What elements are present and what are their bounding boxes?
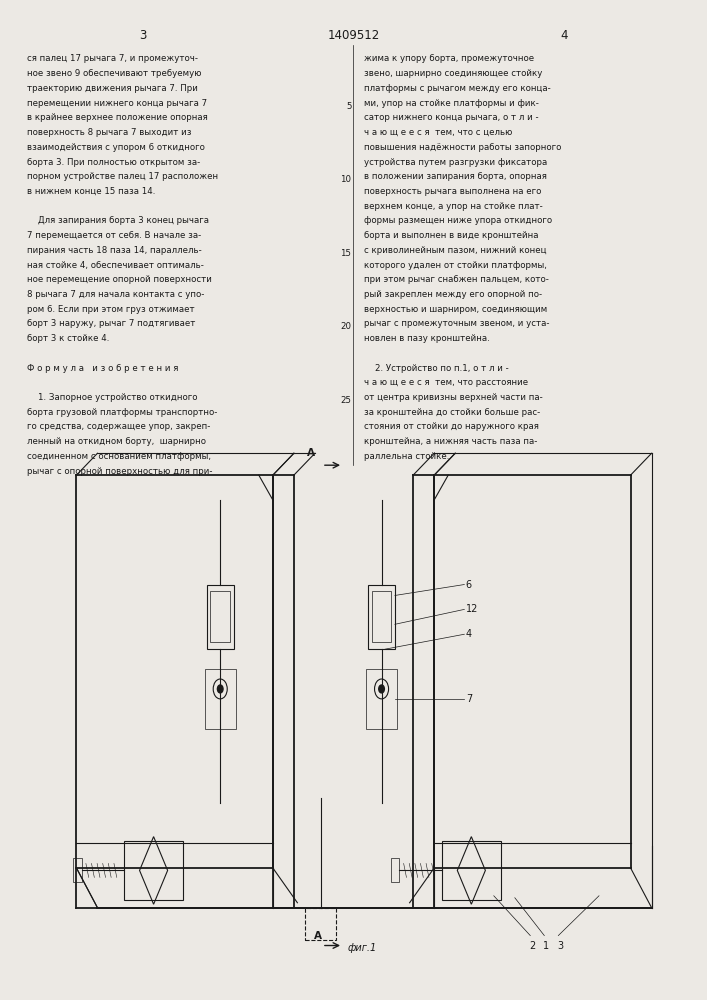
Text: порном устройстве палец 17 расположен: порном устройстве палец 17 расположен [28, 172, 218, 181]
Text: ч а ю щ е е с я  тем, что с целью: ч а ю щ е е с я тем, что с целью [364, 128, 513, 137]
Text: 4: 4 [466, 629, 472, 639]
Text: 4: 4 [560, 29, 568, 42]
Text: 5: 5 [346, 102, 351, 111]
Text: траекторию движения рычага 7. При: траекторию движения рычага 7. При [28, 84, 198, 93]
Text: стояния от стойки до наружного края: стояния от стойки до наружного края [364, 422, 539, 431]
Text: 15: 15 [340, 249, 351, 258]
Text: 7 перемещается от себя. В начале за-: 7 перемещается от себя. В начале за- [28, 231, 201, 240]
Text: в крайнее верхнее положение опорная: в крайнее верхнее положение опорная [28, 113, 208, 122]
Text: ная стойке 4, обеспечивает оптималь-: ная стойке 4, обеспечивает оптималь- [28, 261, 204, 270]
Text: ленный на откидном борту,  шарнирно: ленный на откидном борту, шарнирно [28, 437, 206, 446]
Text: 2. Устройство по п.1, о т л и -: 2. Устройство по п.1, о т л и - [364, 364, 509, 373]
Bar [305, 908, 337, 940]
Text: устройства путем разгрузки фиксатора: устройства путем разгрузки фиксатора [364, 158, 547, 167]
Text: перемещении нижнего конца рычага 7: перемещении нижнего конца рычага 7 [28, 99, 207, 108]
Circle shape [379, 685, 385, 693]
Text: ся палец 17 рычага 7, и промежуточ-: ся палец 17 рычага 7, и промежуточ- [28, 54, 199, 63]
Text: 1. Запорное устройство откидного: 1. Запорное устройство откидного [28, 393, 198, 402]
Bar [368, 585, 395, 649]
Text: кронштейна, а нижняя часть паза па-: кронштейна, а нижняя часть паза па- [364, 437, 537, 446]
Text: борта 3. При полностью открытом за-: борта 3. При полностью открытом за- [28, 158, 201, 167]
Text: ром 6. Если при этом груз отжимает: ром 6. Если при этом груз отжимает [28, 305, 195, 314]
Text: Для запирания борта 3 конец рычага: Для запирания борта 3 конец рычага [28, 216, 209, 225]
Text: поверхность 8 рычага 7 выходит из: поверхность 8 рычага 7 выходит из [28, 128, 192, 137]
Text: верхностью и шарниром, соединяющим: верхностью и шарниром, соединяющим [364, 305, 547, 314]
Text: рычаг с промежуточным звеном, и уста-: рычаг с промежуточным звеном, и уста- [364, 319, 549, 328]
Text: 10: 10 [340, 175, 351, 184]
Text: раллельна стойке.: раллельна стойке. [364, 452, 450, 461]
Text: в положении запирания борта, опорная: в положении запирания борта, опорная [364, 172, 547, 181]
Bar [74, 858, 82, 882]
Text: 3: 3 [557, 941, 563, 951]
Text: новлен в пазу кронштейна.: новлен в пазу кронштейна. [364, 334, 490, 343]
Bar [211, 591, 230, 642]
Text: рычаг с опорной поверхностью для при-: рычаг с опорной поверхностью для при- [28, 467, 213, 476]
Text: верхнем конце, а упор на стойке плат-: верхнем конце, а упор на стойке плат- [364, 202, 543, 211]
Text: ч а ю щ е е с я  тем, что расстояние: ч а ю щ е е с я тем, что расстояние [364, 378, 528, 387]
Text: жима к упору борта, промежуточное: жима к упору борта, промежуточное [364, 54, 534, 63]
Text: за кронштейна до стойки больше рас-: за кронштейна до стойки больше рас- [364, 408, 540, 417]
Text: при этом рычаг снабжен пальцем, кото-: при этом рычаг снабжен пальцем, кото- [364, 275, 549, 284]
Text: борт 3 к стойке 4.: борт 3 к стойке 4. [28, 334, 110, 343]
Text: борт 3 наружу, рычаг 7 подтягивает: борт 3 наружу, рычаг 7 подтягивает [28, 319, 196, 328]
Text: рый закреплен между его опорной по-: рый закреплен между его опорной по- [364, 290, 542, 299]
Text: ми, упор на стойке платформы и фик-: ми, упор на стойке платформы и фик- [364, 99, 539, 108]
Text: фиг.1: фиг.1 [348, 943, 377, 953]
Bar [442, 841, 501, 900]
Bar [124, 841, 183, 900]
Text: в нижнем конце 15 паза 14.: в нижнем конце 15 паза 14. [28, 187, 156, 196]
Text: которого удален от стойки платформы,: которого удален от стойки платформы, [364, 261, 547, 270]
Text: взаимодействия с упором 6 откидного: взаимодействия с упором 6 откидного [28, 143, 205, 152]
Text: 3: 3 [139, 29, 147, 42]
Bar [391, 858, 399, 882]
Text: соединенном с основанием платформы,: соединенном с основанием платформы, [28, 452, 211, 461]
Text: 1409512: 1409512 [327, 29, 380, 42]
Text: 12: 12 [466, 604, 478, 614]
Text: A: A [308, 448, 315, 458]
Text: пирания часть 18 паза 14, параллель-: пирания часть 18 паза 14, параллель- [28, 246, 202, 255]
Text: борта и выполнен в виде кронштейна: борта и выполнен в виде кронштейна [364, 231, 539, 240]
Text: сатор нижнего конца рычага, о т л и -: сатор нижнего конца рычага, о т л и - [364, 113, 539, 122]
Bar [207, 585, 233, 649]
Text: ное перемещение опорной поверхности: ное перемещение опорной поверхности [28, 275, 212, 284]
Text: формы размещен ниже упора откидного: формы размещен ниже упора откидного [364, 216, 552, 225]
Text: с криволинейным пазом, нижний конец: с криволинейным пазом, нижний конец [364, 246, 547, 255]
Text: 1: 1 [544, 941, 549, 951]
Text: 8 рычага 7 для начала контакта с упо-: 8 рычага 7 для начала контакта с упо- [28, 290, 205, 299]
Text: 20: 20 [340, 322, 351, 331]
Bar [372, 591, 392, 642]
Text: ное звено 9 обеспечивают требуемую: ное звено 9 обеспечивают требуемую [28, 69, 201, 78]
Text: поверхность рычага выполнена на его: поверхность рычага выполнена на его [364, 187, 542, 196]
Text: 25: 25 [340, 396, 351, 405]
Text: A: A [315, 931, 322, 941]
Text: звено, шарнирно соединяющее стойку: звено, шарнирно соединяющее стойку [364, 69, 542, 78]
Text: борта грузовой платформы транспортно-: борта грузовой платформы транспортно- [28, 408, 218, 417]
Text: го средства, содержащее упор, закреп-: го средства, содержащее упор, закреп- [28, 422, 211, 431]
Circle shape [218, 685, 223, 693]
Text: платформы с рычагом между его конца-: платформы с рычагом между его конца- [364, 84, 551, 93]
Text: 2: 2 [530, 941, 535, 951]
Text: 6: 6 [466, 580, 472, 590]
Text: Ф о р м у л а   и з о б р е т е н и я: Ф о р м у л а и з о б р е т е н и я [28, 364, 179, 373]
Text: повышения надёжности работы запорного: повышения надёжности работы запорного [364, 143, 561, 152]
Text: 7: 7 [466, 694, 472, 704]
Text: от центра кривизны верхней части па-: от центра кривизны верхней части па- [364, 393, 543, 402]
